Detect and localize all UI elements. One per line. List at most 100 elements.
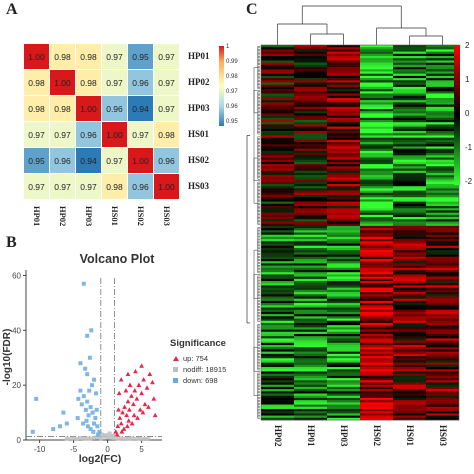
heatmap-cell (360, 120, 393, 123)
heatmap-cell (360, 190, 393, 194)
heatmap-cell (261, 139, 294, 143)
heatmap-cell (393, 303, 426, 306)
volcano-point (76, 396, 81, 401)
heatmap-cell (261, 86, 294, 90)
heatmap-cell (294, 210, 327, 213)
heatmap-cell (294, 303, 327, 306)
heatmap-cell (294, 378, 327, 381)
heatmap-cell (327, 86, 360, 90)
heatmap-cell (327, 122, 360, 125)
heatmap-cell (360, 155, 393, 158)
heatmap-cell (261, 289, 294, 293)
heatmap-cell (426, 272, 459, 275)
heatmap-cell (360, 289, 393, 293)
heatmap-cell (393, 206, 426, 209)
heatmap-cell (360, 201, 393, 205)
heatmap-cell (294, 197, 327, 200)
correlation-cell: 0.96 (76, 122, 101, 147)
heatmap-cell (393, 208, 426, 211)
heatmap-cell (426, 78, 459, 81)
volcano-point (78, 388, 83, 393)
heatmap-cell (294, 144, 327, 147)
volcano-point (129, 436, 134, 441)
heatmap-cell (426, 188, 459, 191)
heatmap-cell (327, 265, 360, 269)
heatmap-cell (261, 108, 294, 112)
heatmap-cell (393, 84, 426, 88)
heatmap-cell (426, 183, 459, 187)
heatmap-cell (327, 325, 360, 328)
heatmap-cell (426, 49, 459, 52)
heatmap-col-label: HS01 (404, 425, 415, 447)
volcano-point (97, 429, 102, 434)
correlation-cell: 1.00 (154, 174, 179, 199)
correlation-cell: 1.00 (128, 148, 153, 173)
heatmap-cell (327, 135, 360, 138)
heatmap-cell (294, 294, 327, 297)
heatmap-cell (261, 190, 294, 194)
heatmap-cell (261, 64, 294, 68)
volcano-point (100, 432, 105, 437)
heatmap-cell (393, 106, 426, 110)
heatmap-cell (426, 316, 459, 319)
heatmap-cell (360, 311, 393, 315)
heatmap-cell (327, 378, 360, 381)
heatmap-cell (261, 208, 294, 211)
heatmap-cell (393, 232, 426, 236)
heatmap-cell (294, 265, 327, 269)
volcano-point (105, 435, 110, 440)
heatmap-cell (393, 380, 426, 383)
heatmap-cell (393, 95, 426, 99)
heatmap-cell (393, 386, 426, 390)
heatmap-cell (426, 219, 459, 222)
correlation-col-label: HS02 (136, 206, 146, 226)
heatmap-cell (327, 133, 360, 136)
heatmap-cell (261, 263, 294, 266)
heatmap-cell (261, 117, 294, 121)
heatmap-cell (261, 113, 294, 116)
heatmap-cell (327, 159, 360, 163)
heatmap-cell (294, 417, 327, 421)
heatmap-cell (294, 386, 327, 390)
heatmap-cell (426, 294, 459, 297)
heatmap-cell (327, 104, 360, 108)
heatmap-cell (327, 327, 360, 330)
heatmap-cell (327, 82, 360, 86)
heatmap-cell (327, 382, 360, 386)
heatmap-cell (393, 210, 426, 213)
heatmap-cell (393, 221, 426, 224)
heatmap-cell (294, 82, 327, 86)
heatmap-col-label: HP01 (305, 425, 316, 447)
heatmap-cell (261, 56, 294, 59)
heatmap-cell (360, 386, 393, 390)
volcano-point (61, 410, 66, 415)
heatmap-cell (294, 413, 327, 416)
heatmap-cell (294, 395, 327, 399)
heatmap-cell (426, 64, 459, 68)
heatmap-cell (426, 252, 459, 255)
heatmap-cell (261, 285, 294, 288)
heatmap-cell (294, 311, 327, 315)
volcano-point (75, 416, 80, 421)
heatmap-cell (360, 371, 393, 374)
heatmap-cell (294, 261, 327, 264)
heatmap-cell (294, 362, 327, 366)
heatmap-cell (327, 113, 360, 116)
volcano-point (85, 399, 90, 404)
heatmap-cell (426, 80, 459, 83)
heatmap-cell (360, 327, 393, 330)
volcano-point (139, 437, 144, 442)
heatmap-cell (261, 309, 294, 313)
heatmap-cell (360, 380, 393, 383)
heatmap-cell (393, 111, 426, 114)
volcano-point (78, 436, 83, 441)
heatmap-cell (294, 287, 327, 291)
heatmap-cell (393, 223, 426, 227)
heatmap-cell (327, 362, 360, 366)
volcano-point-up (118, 377, 124, 382)
heatmap-cell (426, 53, 459, 57)
heatmap-cell (393, 307, 426, 311)
correlation-cell: 1.00 (102, 122, 127, 147)
heatmap-cell (327, 232, 360, 236)
heatmap-cell (261, 73, 294, 77)
